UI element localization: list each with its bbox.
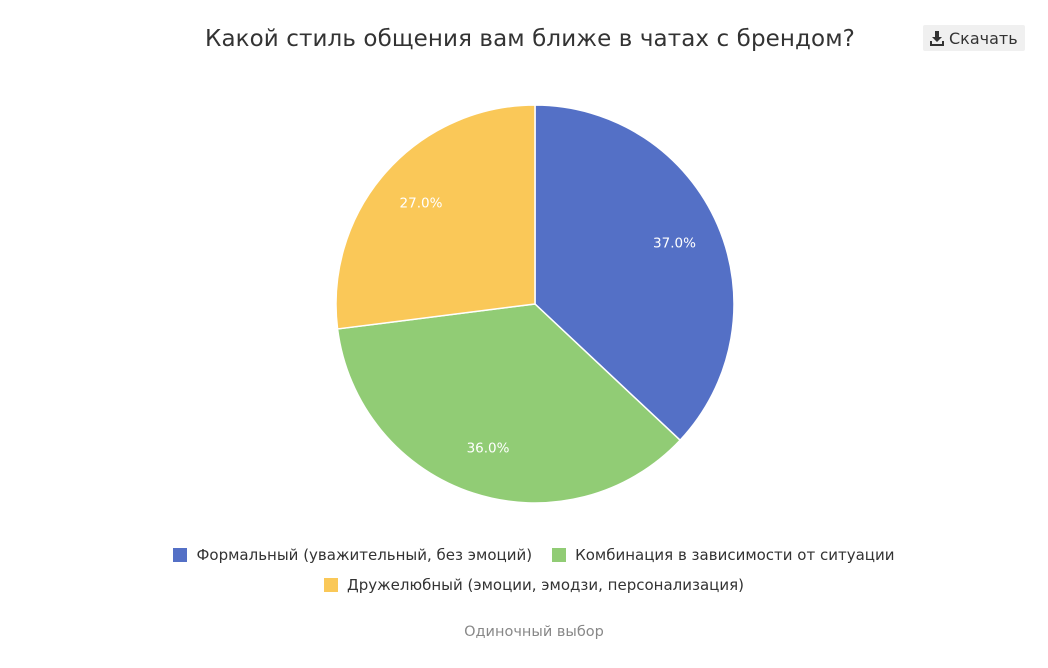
legend-label: Дружелюбный (эмоции, эмодзи, персонализа… bbox=[347, 575, 744, 594]
pie-slice-friendly[interactable] bbox=[335, 104, 536, 330]
legend-swatch bbox=[552, 547, 567, 562]
legend-item-combination[interactable]: Комбинация в зависимости от ситуации bbox=[552, 544, 895, 565]
slice-value-label: 27.0% bbox=[400, 195, 443, 211]
footer-note: Одиночный выбор bbox=[464, 624, 604, 640]
legend-item-formal[interactable]: Формальный (уважительный, без эмоций) bbox=[173, 544, 532, 565]
slice-value-label: 36.0% bbox=[467, 441, 510, 457]
download-icon bbox=[929, 30, 945, 46]
download-button[interactable]: Скачать bbox=[923, 25, 1025, 51]
legend-label: Формальный (уважительный, без эмоций) bbox=[196, 545, 533, 564]
chart-title: Какой стиль общения вам ближе в чатах с … bbox=[205, 26, 855, 52]
legend-item-friendly[interactable]: Дружелюбный (эмоции, эмодзи, персонализа… bbox=[324, 574, 744, 595]
download-label: Скачать bbox=[949, 28, 1018, 48]
legend-label: Комбинация в зависимости от ситуации bbox=[575, 545, 895, 564]
legend-swatch bbox=[173, 547, 188, 562]
chart-legend: Формальный (уважительный, без эмоций) Ко… bbox=[0, 544, 1048, 595]
pie-slice-formal[interactable] bbox=[534, 104, 735, 441]
pie-slice-combination[interactable] bbox=[336, 303, 681, 504]
slice-value-label: 37.0% bbox=[653, 236, 696, 252]
legend-swatch bbox=[324, 577, 338, 592]
